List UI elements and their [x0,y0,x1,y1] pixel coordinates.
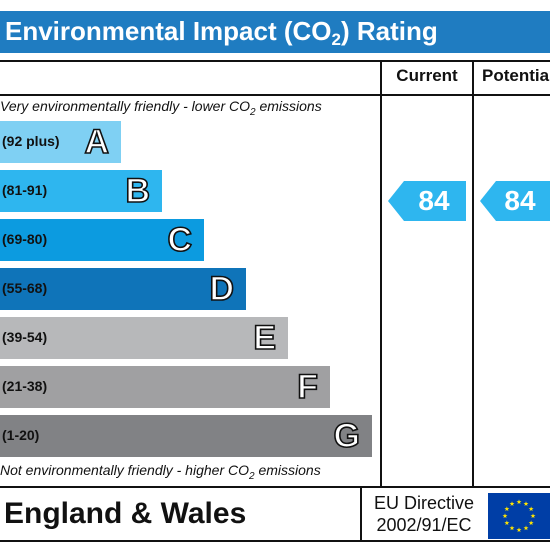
note-bottom: Not environmentally friendly - higher CO… [0,462,321,482]
band-range-label: (92 plus) [2,133,60,149]
column-header-potential: Potential [482,66,550,85]
eu-star [504,520,510,526]
eu-star [530,513,536,519]
band-letter: A [84,122,110,162]
note-top: Very environmentally friendly - lower CO… [0,98,322,118]
current-arrow-shape [388,181,466,221]
rating-band-a: (92 plus) A [0,121,121,163]
band-range-label: (39-54) [2,329,48,345]
title-suffix: ) Rating [340,16,438,46]
rating-band-d: (55-68) D [0,268,246,310]
band-range-label: (1-20) [2,427,40,443]
title-subscript: 2 [331,30,341,49]
eu-star [523,501,529,506]
current-rating-arrow: 84 [388,181,466,221]
frame-footer-top [0,486,550,488]
eu-star [516,527,522,533]
frame-header-divider [0,94,550,96]
frame-divider-current [380,60,382,488]
band-range-label: (55-68) [2,280,48,296]
note-bottom-suffix: emissions [254,462,321,478]
eu-flag-icon [488,493,550,539]
rating-band-c: (69-80) C [0,219,204,261]
band-letter: D [209,269,235,309]
rating-band-g: (1-20) G [0,415,372,457]
frame-bottom [0,540,550,542]
eu-star [528,506,534,512]
band-letter: E [253,318,277,358]
directive-line-2: 2002/91/EC [376,515,472,535]
current-rating-value: 84 [418,185,450,216]
eu-star [502,513,508,519]
band-letter: F [296,367,318,407]
rating-header: Environmental Impact (CO2) Rating [0,11,550,53]
rating-band-b: (81-91) B [0,170,162,212]
band-range-label: (81-91) [2,182,48,198]
note-top-subscript: 2 [250,106,256,118]
eu-star [516,499,522,505]
rating-band-f: (21-38) F [0,366,330,408]
chart-title: Environmental Impact (CO2) Rating [5,16,438,50]
band-range-label: (21-38) [2,378,48,394]
band-range-label: (69-80) [2,231,48,247]
frame-top [0,60,550,62]
frame-divider-potential [472,60,474,488]
note-bottom-prefix: Not environmentally friendly - higher CO [0,462,249,478]
eu-star [509,525,515,531]
note-top-prefix: Very environmentally friendly - lower CO [0,98,251,114]
band-letter: C [167,220,193,260]
column-header-current: Current [396,66,458,85]
potential-arrow-shape [480,181,550,221]
band-letter: G [333,416,361,456]
potential-rating-value: 84 [504,185,536,216]
note-bottom-subscript: 2 [249,470,255,482]
band-letter: B [125,171,151,211]
potential-rating-arrow: 84 [480,181,550,221]
note-top-suffix: emissions [255,98,322,114]
eu-star [523,525,529,531]
title-prefix: Environmental Impact (CO [5,16,332,46]
eu-star [504,506,510,512]
eu-star [509,501,515,506]
rating-band-e: (39-54) E [0,317,288,359]
directive-line-1: EU Directive [373,493,475,513]
region-label: England & Wales [4,497,247,530]
eu-star [528,520,534,526]
frame-divider-footer [360,486,362,542]
